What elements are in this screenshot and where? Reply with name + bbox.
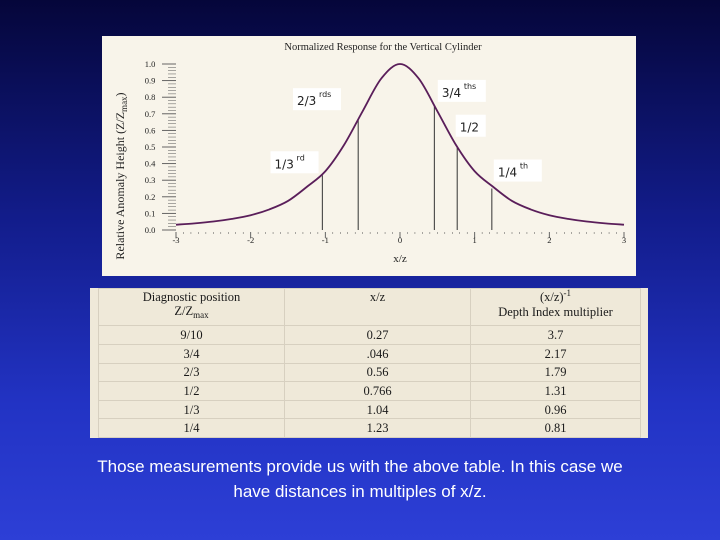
table-panel: Diagnostic position Z/Zmax x/z (x/z)-1 D…: [90, 287, 648, 438]
cell-position: 1/4: [98, 418, 285, 438]
y-axis-label-main: Relative Anomaly Height (Z/Z: [113, 112, 127, 260]
cell-position: 1/2: [98, 381, 285, 401]
cell-position: 1/3: [98, 399, 285, 420]
annotation-label: 2/3 rds: [292, 88, 341, 111]
cell-position: 2/3: [98, 362, 285, 383]
response-curve: [175, 63, 625, 226]
x-tick-label: -2: [247, 235, 254, 245]
table-row: 9/10 0.27 3.7: [98, 325, 641, 345]
y-tick-label: 0.8: [145, 92, 156, 102]
cell-xz: 0.56: [284, 362, 471, 383]
x-tick-label: 2: [547, 235, 551, 245]
header-col3-line2: Depth Index multiplier: [498, 305, 613, 319]
y-tick-label: 0.7: [145, 109, 156, 119]
y-tick-label: 0.1: [145, 208, 156, 218]
annotation-label: 1/4 th: [493, 159, 542, 182]
cell-multiplier: 2.17: [470, 343, 641, 364]
annotation-superscript: ths: [464, 82, 476, 91]
cell-multiplier: 1.31: [470, 381, 641, 401]
x-tick-label: -3: [172, 235, 179, 245]
axis-ticks: [162, 63, 625, 238]
cell-xz: 0.766: [284, 381, 471, 401]
chart-panel: Normalized Response for the Vertical Cyl…: [102, 36, 636, 276]
annotation-superscript: th: [520, 162, 528, 171]
y-tick-label: 0.9: [145, 76, 156, 86]
depth-index-table: Diagnostic position Z/Zmax x/z (x/z)-1 D…: [98, 287, 641, 438]
cell-multiplier: 3.7: [470, 325, 641, 345]
header-col1-line2: Z/Z: [174, 304, 194, 318]
annotation-label: 1/2: [455, 114, 486, 137]
header-col3-line1: (x/z): [539, 290, 564, 304]
y-tick-label: 0.4: [145, 159, 156, 169]
y-axis-label-sub: max: [119, 96, 129, 112]
header-xz: x/z: [284, 287, 471, 327]
annotation-box: [292, 88, 341, 111]
cell-multiplier: 1.79: [470, 362, 641, 383]
y-tick-label: 1.0: [145, 59, 156, 69]
header-col1-line1: Diagnostic position: [142, 290, 241, 304]
annotation-superscript: rds: [319, 90, 331, 99]
chart-svg: Normalized Response for the Vertical Cyl…: [113, 42, 626, 265]
y-tick-label: 0.5: [145, 142, 156, 152]
y-axis-label: Relative Anomaly Height (Z/Zmax): [113, 92, 129, 259]
x-tick-labels: -3 -2 -1 0 1 2 3: [172, 235, 626, 245]
x-axis-label: x/z: [393, 253, 407, 265]
x-tick-label: 0: [398, 235, 402, 245]
annotation-label: 3/4 ths: [437, 79, 486, 102]
vertical-markers: [321, 105, 493, 230]
annotation-text: 1/2: [460, 121, 479, 135]
svg-text:Relative Anomaly Height (Z/Zma: Relative Anomaly Height (Z/Zmax): [113, 92, 129, 259]
header-col3-sup: -1: [563, 288, 572, 298]
header-diagnostic-position: Diagnostic position Z/Zmax: [98, 287, 285, 327]
y-tick-label: 0.3: [145, 175, 156, 185]
annotation-text: 2/3: [297, 94, 316, 108]
cell-xz: 0.27: [284, 325, 471, 345]
annotation-text: 1/3: [275, 157, 294, 171]
chart-title: Normalized Response for the Vertical Cyl…: [284, 42, 482, 53]
table-row: 1/3 1.04 0.96: [98, 399, 641, 420]
annotation-label: 1/3 rd: [270, 151, 319, 174]
x-tick-label: 3: [622, 235, 626, 245]
table-row: 3/4 .046 2.17: [98, 343, 641, 364]
header-depth-index: (x/z)-1 Depth Index multiplier: [470, 287, 641, 327]
cell-multiplier: 0.96: [470, 399, 641, 420]
y-tick-label: 0.6: [145, 125, 156, 135]
y-axis-label-end: ): [113, 92, 127, 96]
header-col1-sub: max: [193, 310, 209, 320]
annotation-box: [437, 79, 486, 102]
annotation-text: 1/4: [498, 166, 517, 180]
y-tick-labels: 0.0 0.1 0.2 0.3 0.4 0.5 0.6 0.7 0.8 0.9 1.0: [145, 59, 156, 235]
table-row: 1/2 0.766 1.31: [98, 381, 641, 401]
cell-position: 3/4: [98, 343, 285, 364]
cell-multiplier: 0.81: [470, 418, 641, 438]
table-header-row: Diagnostic position Z/Zmax x/z (x/z)-1 D…: [98, 287, 641, 327]
y-tick-label: 0.0: [145, 225, 156, 235]
annotation-superscript: rd: [297, 153, 305, 162]
cell-position: 9/10: [98, 325, 285, 345]
cell-xz: 1.04: [284, 399, 471, 420]
annotation-text: 3/4: [442, 86, 461, 100]
slide-caption: Those measurements provide us with the a…: [97, 457, 623, 501]
annotation-box: [455, 114, 486, 137]
cell-xz: 1.23: [284, 418, 471, 438]
table-row: 1/4 1.23 0.81: [98, 418, 641, 438]
annotation-box: [493, 159, 542, 182]
table-row: 2/3 0.56 1.79: [98, 362, 641, 383]
x-tick-label: 1: [473, 235, 477, 245]
annotation-box: [270, 151, 319, 174]
y-tick-label: 0.2: [145, 192, 156, 202]
x-tick-label: -1: [322, 235, 329, 245]
cell-xz: .046: [284, 343, 471, 364]
annotations: 2/3 rds 3/4 ths 1/2 1/3 rd 1/4 th: [270, 79, 542, 182]
